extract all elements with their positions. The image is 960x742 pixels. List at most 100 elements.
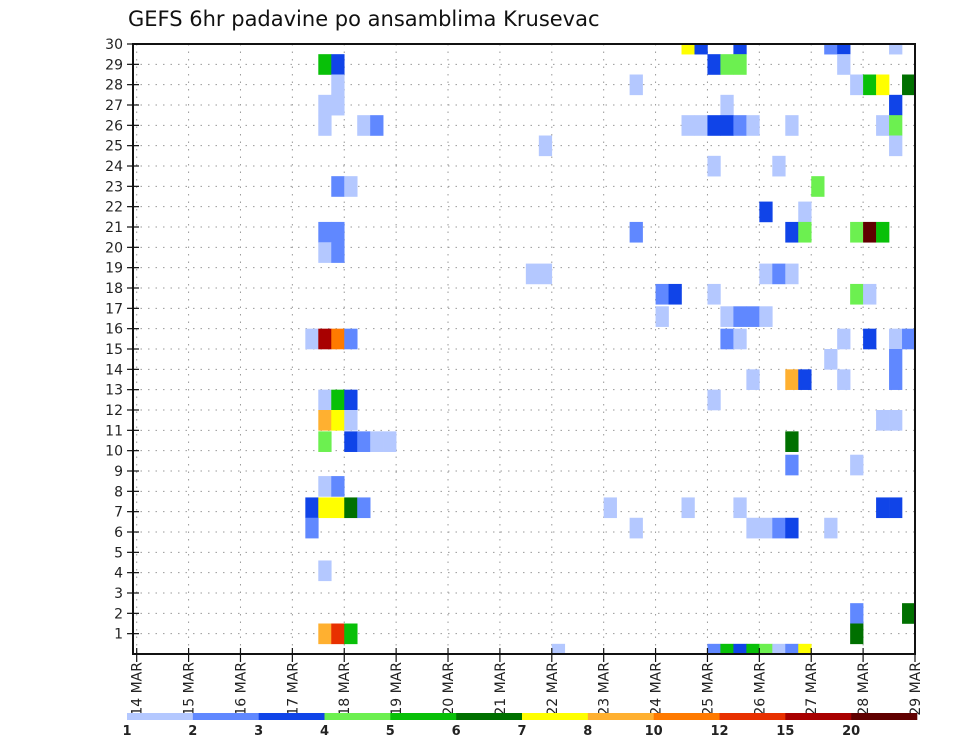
precip-cell [720, 94, 734, 116]
precip-cell [707, 155, 721, 177]
precip-cell [720, 54, 734, 75]
y-tick-label: 2 [114, 606, 123, 622]
precip-cell [370, 431, 384, 452]
colorbar-segment [258, 713, 325, 720]
y-tick-label: 3 [114, 586, 123, 602]
precip-cell [694, 44, 708, 55]
y-tick-label: 4 [114, 566, 123, 582]
x-tick-label: 25 MAR [701, 662, 717, 716]
x-tick-label: 28 MAR [856, 662, 872, 716]
precip-cell [759, 263, 773, 285]
precip-cell [707, 643, 721, 654]
y-tick-label: 11 [105, 423, 123, 439]
precip-cell [331, 94, 345, 116]
x-tick-label: 16 MAR [234, 662, 250, 716]
precip-cell [837, 54, 851, 75]
precip-cell [889, 94, 903, 116]
precip-cell [720, 306, 734, 327]
colorbar-segment [324, 713, 391, 720]
x-axis: 14 MAR 15 MAR 16 MAR 17 MAR 18 MAR 19 MAR 20 M… [130, 648, 924, 716]
precip-cell [772, 643, 786, 654]
precip-cell [759, 201, 773, 223]
y-tick-label: 26 [105, 118, 123, 134]
precip-cell [331, 221, 345, 243]
precip-cell [876, 221, 890, 243]
x-tick-label: 21 MAR [493, 662, 509, 716]
y-tick-label: 30 [105, 37, 123, 53]
precip-cell [370, 115, 384, 136]
precip-cell [331, 176, 345, 197]
y-tick-label: 1 [114, 627, 123, 643]
precip-cell [331, 476, 345, 497]
precip-cell [344, 389, 358, 411]
colorbar-segment [719, 713, 786, 720]
precip-cell [357, 431, 371, 452]
precip-cell [733, 306, 747, 327]
y-tick-label: 21 [105, 220, 123, 236]
precip-cell [746, 517, 760, 539]
precip-cell [889, 369, 903, 390]
colorbar-label: 7 [517, 724, 526, 739]
precip-cell [707, 115, 721, 136]
precip-cell [824, 44, 838, 55]
precip-cell [785, 431, 799, 452]
precip-cell [720, 115, 734, 136]
precip-cell [746, 643, 760, 654]
precip-cell [798, 221, 812, 243]
precip-cell [629, 221, 643, 243]
precip-cell [850, 74, 864, 96]
x-tick-label: 24 MAR [649, 662, 665, 716]
precip-cell [720, 643, 734, 654]
precip-cell [772, 263, 786, 285]
precip-cell [318, 623, 332, 645]
colorbar-label: 5 [386, 724, 395, 739]
precip-cell [889, 410, 903, 431]
precip-cell [850, 283, 864, 305]
precip-cell [772, 517, 786, 539]
precip-cell [889, 349, 903, 370]
precip-cell [629, 517, 643, 539]
precip-cell [318, 389, 332, 411]
y-tick-label: 20 [105, 240, 123, 256]
precip-cell [629, 74, 643, 96]
precip-cell [798, 201, 812, 223]
precip-cell [525, 263, 540, 285]
precip-cell [798, 643, 812, 654]
colorbar-label: 10 [645, 724, 663, 739]
precip-cell [902, 328, 915, 350]
precip-cell [344, 410, 358, 431]
y-tick-label: 23 [105, 179, 123, 195]
y-tick-label: 27 [105, 98, 123, 114]
x-tick-label: 15 MAR [182, 662, 198, 716]
colorbar-segment [653, 713, 720, 720]
precip-cell [746, 115, 760, 136]
colorbar-segment [522, 713, 589, 720]
precip-cell [824, 517, 838, 539]
precip-cell [785, 369, 799, 390]
precip-cell [863, 221, 877, 243]
precip-cell [357, 115, 371, 136]
precip-cell [318, 328, 332, 350]
precip-cell [331, 54, 345, 75]
precip-cell [733, 497, 747, 519]
precip-cell [331, 410, 345, 431]
precip-cell [785, 115, 799, 136]
precip-cell [305, 517, 319, 539]
precip-cell [331, 623, 345, 645]
y-tick-label: 14 [105, 362, 123, 378]
precip-cell [681, 44, 695, 55]
precip-cell [331, 74, 345, 96]
y-tick-label: 5 [114, 545, 123, 561]
x-tick-label: 29 MAR [908, 662, 924, 716]
precip-cell [876, 497, 890, 519]
precip-cell [733, 115, 747, 136]
x-tick-label: 18 MAR [337, 662, 353, 716]
precip-cell [733, 643, 747, 654]
precip-cell [344, 497, 358, 519]
precip-cell [603, 497, 617, 519]
x-tick-label: 19 MAR [389, 662, 405, 716]
y-tick-label: 22 [105, 200, 123, 216]
x-tick-label: 20 MAR [441, 662, 457, 716]
precip-cell [876, 115, 890, 136]
chart-title: GEFS 6hr padavine po ansamblima Krusevac [128, 7, 600, 31]
